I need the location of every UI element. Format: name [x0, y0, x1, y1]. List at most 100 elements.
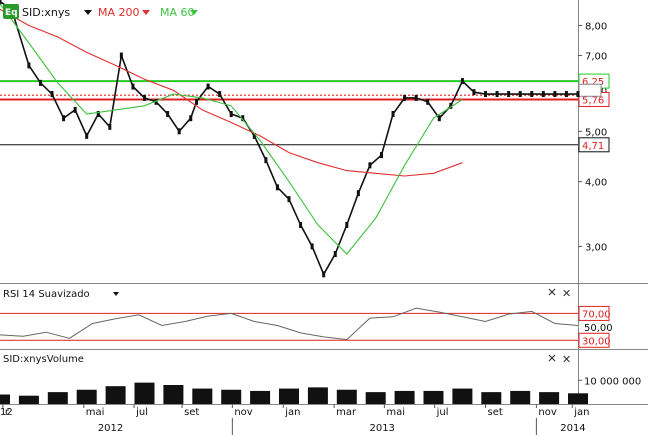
volume-bar[interactable] — [481, 392, 502, 404]
volume-bar[interactable] — [221, 389, 242, 404]
price-candle[interactable] — [553, 91, 557, 98]
price-candle[interactable] — [189, 115, 193, 122]
price-candle[interactable] — [0, 0, 2, 5]
month-label: mai — [386, 407, 405, 418]
price-candle[interactable] — [206, 83, 210, 90]
price-candle[interactable] — [437, 115, 441, 122]
price-candle[interactable] — [345, 221, 349, 228]
price-candle[interactable] — [564, 91, 568, 98]
volume-bar[interactable] — [279, 388, 299, 404]
month-label: r — [5, 407, 10, 418]
price-candle[interactable] — [414, 94, 418, 101]
volume-bar[interactable] — [394, 390, 415, 404]
volume-bar[interactable] — [568, 393, 588, 404]
rsi-line[interactable] — [0, 307, 579, 341]
price-candle[interactable] — [356, 190, 360, 197]
volume-bar[interactable] — [192, 388, 213, 404]
price-candle[interactable] — [518, 91, 522, 98]
price-candle[interactable] — [495, 91, 499, 98]
price-candle[interactable] — [73, 106, 77, 113]
price-candle[interactable] — [62, 115, 66, 122]
volume-title[interactable]: SID:xnysVolume — [3, 354, 84, 365]
price-candle[interactable] — [177, 128, 181, 135]
price-candle[interactable] — [241, 115, 245, 122]
price-candle[interactable] — [218, 91, 222, 98]
ma200-dropdown-icon[interactable] — [142, 10, 150, 15]
price-candle[interactable] — [287, 196, 291, 203]
level-label-box — [578, 137, 610, 153]
symbol-dropdown-icon[interactable] — [84, 10, 92, 15]
rsi-minimize-icon[interactable] — [548, 288, 556, 296]
rsi-tick-label: 50,00 — [584, 323, 613, 334]
volume-bar[interactable] — [365, 392, 386, 404]
price-candle[interactable] — [96, 110, 100, 117]
volume-tick-label: 10 000 000 — [584, 376, 641, 387]
price-candle[interactable] — [460, 78, 464, 85]
price-candle[interactable] — [27, 62, 31, 69]
price-candle[interactable] — [379, 152, 383, 159]
price-candle[interactable] — [108, 123, 112, 130]
price-candle[interactable] — [449, 102, 453, 109]
price-candle[interactable] — [166, 110, 170, 117]
price-candle[interactable] — [472, 89, 476, 96]
volume-bar[interactable] — [539, 392, 560, 404]
volume-close-icon[interactable]: ✕ — [562, 353, 571, 366]
price-candle[interactable] — [368, 162, 372, 169]
price-candle[interactable] — [229, 110, 233, 117]
price-candle[interactable] — [143, 94, 146, 101]
rsi-dropdown-icon[interactable] — [113, 292, 119, 296]
volume-bar[interactable] — [423, 390, 444, 404]
price-candle[interactable] — [195, 98, 199, 105]
price-candle[interactable] — [507, 91, 511, 98]
volume-bar[interactable] — [76, 389, 97, 404]
price-candle[interactable] — [131, 83, 135, 90]
price-candle[interactable] — [252, 132, 256, 139]
ma200-line[interactable] — [0, 8, 463, 177]
ma200-label[interactable]: MA 200 — [98, 6, 140, 19]
volume-minimize-icon[interactable] — [548, 354, 556, 362]
symbol-label[interactable]: SID:xnys — [22, 6, 70, 19]
price-candle[interactable] — [426, 98, 430, 105]
price-candle[interactable] — [50, 91, 54, 98]
volume-bar[interactable] — [163, 385, 184, 404]
price-candle[interactable] — [484, 91, 488, 98]
price-candle[interactable] — [38, 79, 42, 86]
ma60-line[interactable] — [0, 3, 463, 255]
price-candle[interactable] — [275, 184, 279, 191]
ma60-label[interactable]: MA 60 — [160, 6, 195, 19]
volume-bar[interactable] — [336, 389, 357, 404]
month-label: set — [488, 407, 503, 418]
price-candle[interactable] — [119, 52, 123, 59]
volume-bar[interactable] — [0, 394, 10, 405]
price-candle[interactable] — [310, 243, 314, 250]
ma60-dropdown-icon[interactable] — [190, 10, 198, 15]
price-candle[interactable] — [530, 91, 534, 98]
price-candle[interactable] — [85, 132, 89, 139]
eq-badge[interactable] — [3, 4, 19, 19]
price-candle[interactable] — [299, 221, 303, 228]
price-candle[interactable] — [322, 271, 326, 278]
volume-bar[interactable] — [134, 382, 155, 404]
rsi-panel[interactable] — [0, 285, 578, 348]
volume-bar[interactable] — [250, 390, 271, 404]
rsi-title[interactable]: RSI 14 Suavizado — [3, 289, 90, 300]
price-candle[interactable] — [264, 157, 268, 164]
volume-bar[interactable] — [510, 390, 531, 404]
volume-bar[interactable] — [307, 387, 328, 404]
rsi-close-icon[interactable]: ✕ — [562, 287, 571, 300]
volume-bar[interactable] — [105, 386, 126, 404]
volume-bar[interactable] — [18, 395, 39, 404]
volume-bar[interactable] — [452, 388, 473, 404]
price-candle[interactable] — [576, 91, 580, 98]
month-label: jul — [436, 407, 449, 418]
volume-bar[interactable] — [47, 392, 68, 404]
price-tick-label: 5,00 — [585, 127, 607, 138]
price-candle[interactable] — [541, 91, 545, 98]
price-candle[interactable] — [391, 110, 395, 117]
price-panel[interactable] — [0, 0, 578, 283]
price-candle[interactable] — [154, 98, 158, 105]
price-candle[interactable] — [403, 94, 407, 101]
eq-badge-label: Eq — [5, 8, 18, 18]
price-candle[interactable] — [333, 251, 337, 258]
